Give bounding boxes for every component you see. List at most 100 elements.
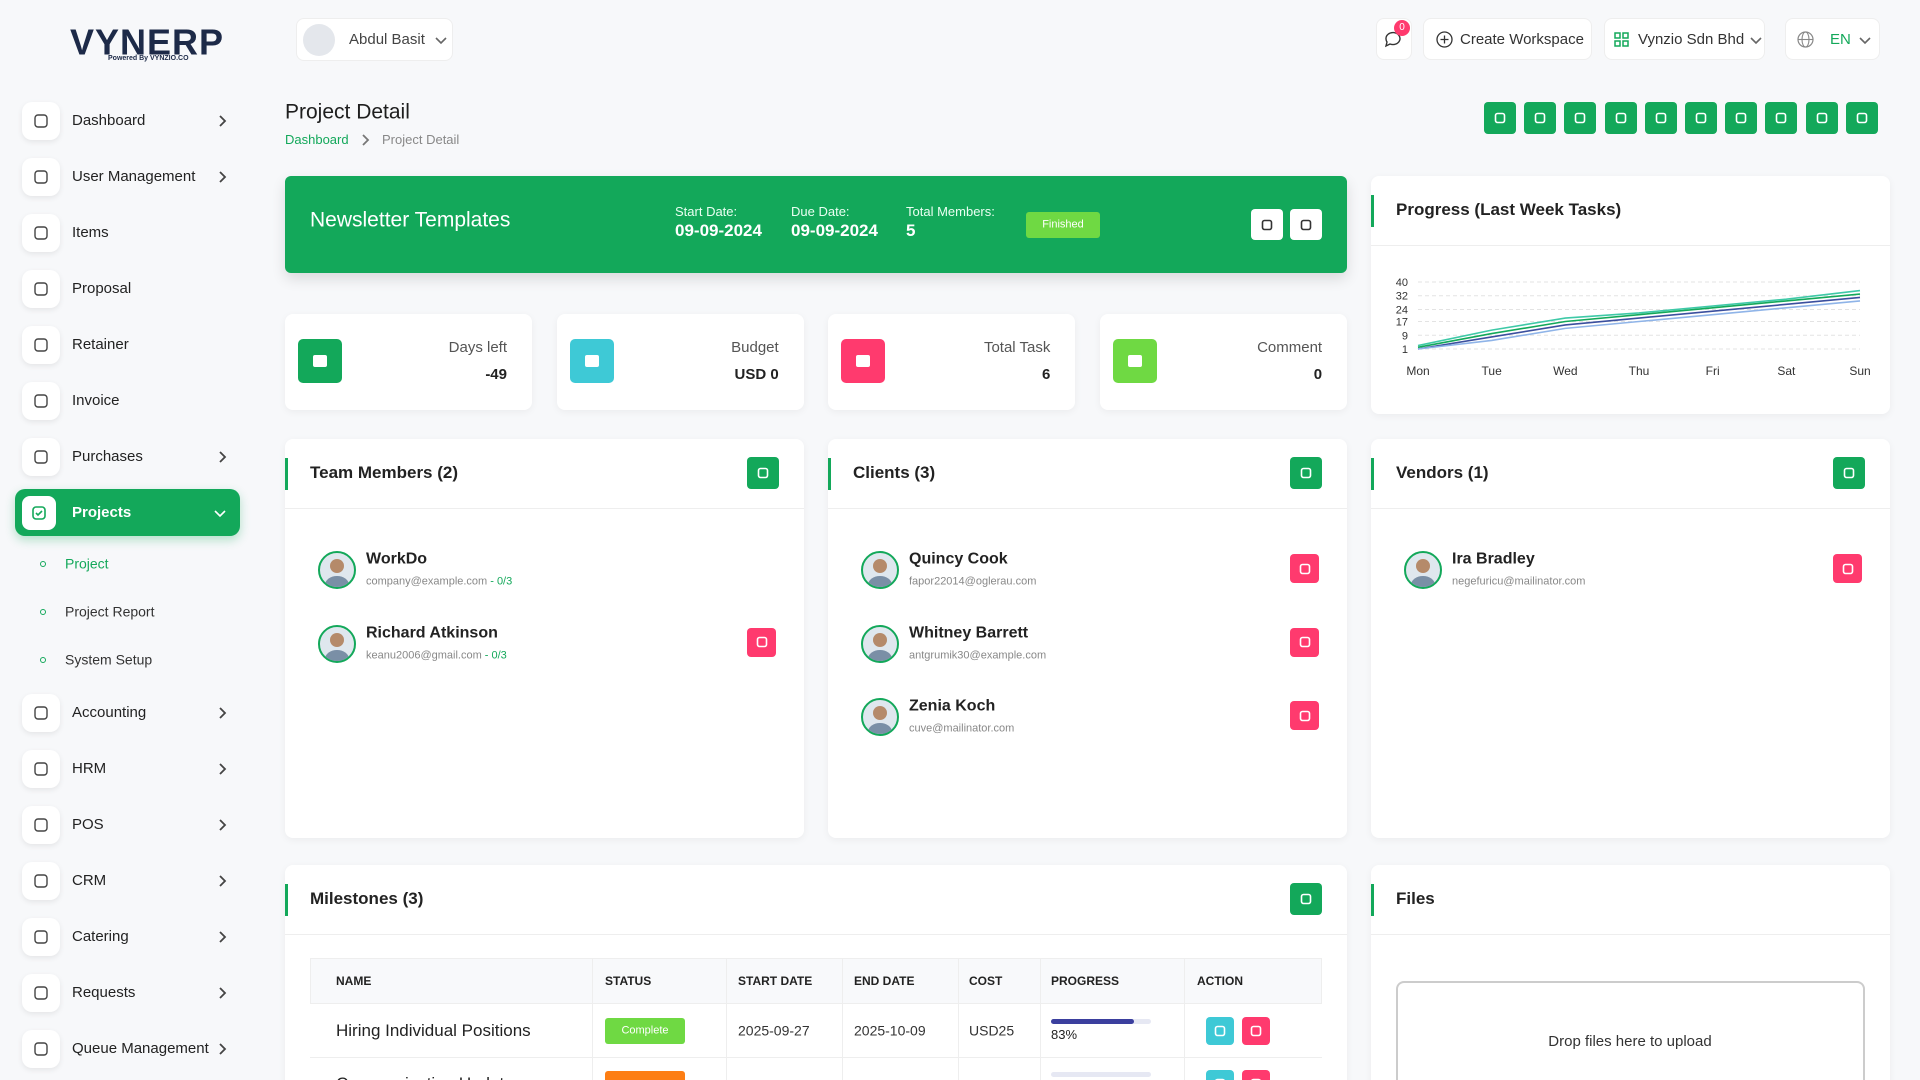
menu-label[interactable]: POS [72,816,104,833]
icon [1128,355,1143,367]
menu-label[interactable]: HRM [72,760,107,777]
create-workspace-label: Create Workspace [1460,31,1584,48]
dropzone[interactable] [1396,981,1865,1080]
member-name: Whitney Barrett [909,623,1029,641]
project-meta-value: 09-09-2024 [791,220,878,240]
delete-member[interactable] [747,627,776,657]
toolbar-button[interactable] [1845,102,1878,134]
button-icon [1300,893,1312,905]
breadcrumb-link[interactable]: Dashboard [285,132,349,148]
menu-icon [22,918,60,956]
toolbar-button[interactable] [1685,102,1717,134]
menu-icon [22,102,60,140]
delete-member[interactable] [1290,627,1319,657]
delete-milestone[interactable] [1242,1070,1270,1080]
toolbar-button[interactable] [1484,102,1516,134]
avatar [861,551,899,589]
y-tick-label: 9 [1402,330,1408,342]
card-title: Team Members (2) [310,462,459,482]
icon [34,874,48,888]
icon [34,986,48,1000]
chevron [362,134,370,146]
avatar-figure [868,632,892,661]
toolbar-button[interactable] [1644,102,1677,134]
icon [856,355,871,367]
menu-icon [22,382,60,420]
card-divider [1371,245,1890,246]
breadcrumb-current: Project Detail [382,132,460,148]
toolbar-button[interactable] [1524,102,1557,134]
chevron [219,707,227,719]
create-workspace[interactable] [1423,18,1592,60]
x-tick-label: Mon [1406,364,1429,378]
menu-label[interactable]: Requests [72,984,136,1001]
submenu-item[interactable]: Project [65,555,109,572]
avatar-figure [325,632,349,661]
chevron [1750,37,1762,45]
avatar-figure [868,706,892,734]
delete-milestone[interactable] [1242,1017,1270,1045]
status-badge: Finished [1026,212,1100,238]
card-action[interactable] [1833,457,1865,489]
menu-label[interactable]: User Management [72,168,196,185]
member-email: negefuricu@mailinator.com [1452,575,1586,588]
menu-label[interactable]: Purchases [72,448,143,465]
menu-label[interactable]: Retainer [72,336,129,353]
status-text: Finished [1042,218,1084,231]
card-action[interactable] [1290,457,1322,489]
column-header: COST [969,973,1003,988]
delete-button[interactable] [1290,209,1322,240]
toolbar-button[interactable] [1765,102,1798,134]
icon [34,114,48,128]
menu-label[interactable]: Accounting [72,704,147,721]
status-badge [605,1071,685,1080]
menu-label[interactable]: Dashboard [72,112,146,129]
column-header: ACTION [1197,973,1243,988]
column-separator [1040,958,1041,1080]
edit-milestone[interactable] [1206,1017,1234,1045]
card-action[interactable] [747,457,779,489]
menu-label[interactable]: CRM [72,872,107,889]
submenu-item[interactable]: System Setup [65,651,153,668]
menu-label[interactable]: Queue Management [72,1040,209,1057]
column-separator [842,958,843,1080]
x-tick-label: Tue [1482,364,1503,378]
delete-member[interactable] [1833,554,1862,583]
progress-track [1051,1072,1151,1077]
toolbar-button[interactable] [1725,102,1758,134]
menu-label[interactable]: Invoice [72,392,120,409]
card-accent [828,458,831,490]
menu-label[interactable]: Proposal [72,280,132,297]
card-title: Clients (3) [853,462,936,482]
member-name: Zenia Koch [909,697,996,715]
member-email: company@example.com - 0/3 [366,575,513,588]
menu-label[interactable]: Catering [72,928,129,945]
globe-icon [1797,31,1814,48]
y-tick-label: 40 [1396,277,1408,289]
icon [32,506,46,520]
submenu-item[interactable]: Project Report [65,603,155,620]
menu-icon [22,750,60,788]
card-divider [1371,508,1890,509]
button-icon [1250,1025,1262,1037]
delete-member[interactable] [1290,554,1319,583]
column-header: NAME [336,973,372,988]
toolbar-button[interactable] [1564,102,1597,134]
toolbar-button[interactable] [1805,102,1838,134]
card-accent [1371,458,1374,490]
card-action[interactable] [1290,883,1322,915]
toolbar-button[interactable] [1604,102,1637,134]
menu-label[interactable]: Items [72,224,109,241]
delete-member[interactable] [1290,701,1319,730]
edit-button[interactable] [1251,209,1283,240]
button-icon [1299,563,1310,574]
plus-icon [1436,31,1453,48]
edit-milestone[interactable] [1206,1070,1234,1080]
menu-icon [22,862,60,900]
stat-label: Comment [1257,339,1323,356]
icon [34,450,48,464]
company-select[interactable] [1604,18,1765,60]
project-banner [285,176,1347,273]
icon [34,226,48,240]
